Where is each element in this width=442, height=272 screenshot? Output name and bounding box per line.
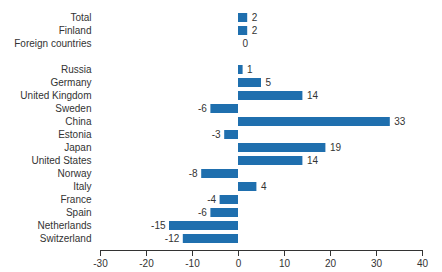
svg-text:-4: -4 (207, 194, 216, 205)
svg-text:-15: -15 (151, 220, 166, 231)
svg-text:Netherlands: Netherlands (38, 220, 92, 231)
svg-text:Japan: Japan (64, 142, 91, 153)
svg-text:2: 2 (252, 25, 258, 36)
svg-text:4: 4 (261, 181, 267, 192)
svg-text:Foreign countries: Foreign countries (14, 38, 91, 49)
svg-text:-20: -20 (139, 258, 154, 269)
svg-text:Sweden: Sweden (55, 103, 91, 114)
svg-text:-30: -30 (93, 258, 108, 269)
svg-text:-6: -6 (198, 103, 207, 114)
svg-text:14: 14 (307, 155, 319, 166)
svg-text:0: 0 (236, 258, 242, 269)
svg-text:Total: Total (70, 12, 91, 23)
svg-text:19: 19 (330, 142, 342, 153)
svg-text:Norway: Norway (58, 168, 92, 179)
svg-text:-3: -3 (212, 129, 221, 140)
svg-text:-10: -10 (185, 258, 200, 269)
svg-text:-8: -8 (189, 168, 198, 179)
svg-text:Russia: Russia (61, 64, 92, 75)
svg-text:-12: -12 (165, 233, 180, 244)
svg-text:40: 40 (417, 258, 429, 269)
svg-text:Estonia: Estonia (58, 129, 92, 140)
svg-text:United Kingdom: United Kingdom (20, 90, 91, 101)
svg-text:United States: United States (31, 155, 91, 166)
svg-text:Germany: Germany (50, 77, 91, 88)
svg-text:China: China (65, 116, 92, 127)
svg-text:2: 2 (252, 12, 258, 23)
svg-text:Switzerland: Switzerland (40, 233, 92, 244)
svg-text:Spain: Spain (66, 207, 92, 218)
svg-text:-6: -6 (198, 207, 207, 218)
svg-text:14: 14 (307, 90, 319, 101)
svg-text:France: France (60, 194, 92, 205)
svg-text:10: 10 (279, 258, 291, 269)
svg-text:Finland: Finland (59, 25, 92, 36)
svg-text:5: 5 (266, 77, 272, 88)
svg-text:0: 0 (243, 38, 249, 49)
svg-text:33: 33 (394, 116, 406, 127)
svg-text:Italy: Italy (73, 181, 91, 192)
svg-text:20: 20 (325, 258, 337, 269)
svg-text:30: 30 (371, 258, 383, 269)
svg-text:1: 1 (247, 64, 253, 75)
